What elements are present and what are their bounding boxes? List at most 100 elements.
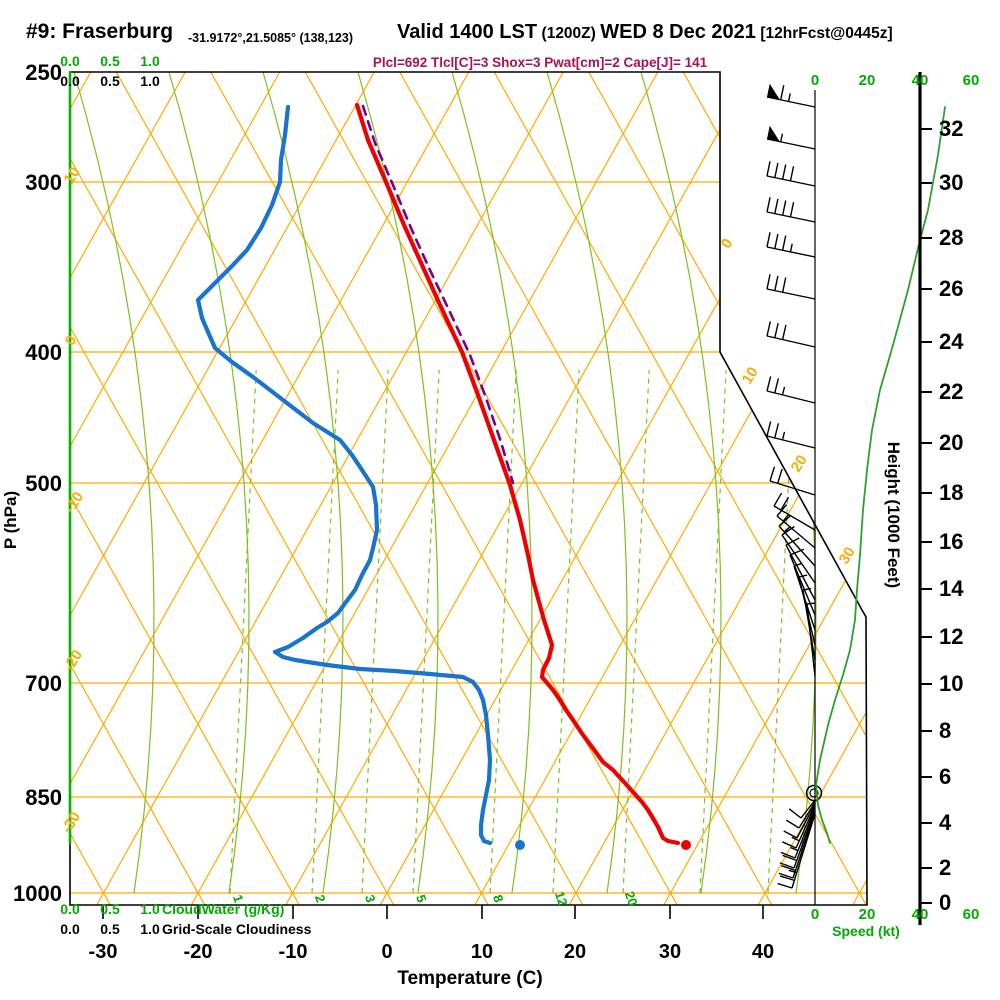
- svg-text:Height (1000 Feet): Height (1000 Feet): [884, 442, 903, 588]
- isobars: [70, 181, 867, 894]
- svg-text:0.5: 0.5: [100, 901, 120, 917]
- svg-text:-10: -10: [279, 941, 308, 963]
- svg-text:6: 6: [939, 764, 951, 789]
- svg-text:10: 10: [61, 164, 84, 187]
- svg-text:40: 40: [912, 906, 929, 923]
- svg-text:1.0: 1.0: [140, 921, 160, 937]
- svg-text:20: 20: [859, 906, 876, 923]
- valid-time-line: Valid 1400 LST (1200Z) WED 8 Dec 2021 [1…: [397, 21, 893, 44]
- svg-text:22: 22: [939, 379, 963, 404]
- svg-text:60: 60: [963, 72, 980, 89]
- svg-text:850: 850: [25, 785, 62, 810]
- svg-text:12: 12: [552, 889, 571, 907]
- mixing-ratio-lines: [229, 369, 795, 894]
- svg-text:-30: -30: [89, 941, 118, 963]
- svg-text:-20: -20: [184, 941, 213, 963]
- svg-text:0.0: 0.0: [60, 901, 80, 917]
- svg-text:10: 10: [739, 364, 762, 387]
- svg-text:10: 10: [471, 941, 493, 963]
- svg-text:3: 3: [362, 893, 379, 905]
- svg-text:32: 32: [939, 116, 963, 141]
- station-coordinates: -31.9172°,21.5085° (138,123): [188, 31, 353, 45]
- svg-text:-20: -20: [60, 647, 86, 674]
- svg-text:1000: 1000: [13, 881, 62, 906]
- svg-text:0.0: 0.0: [60, 921, 80, 937]
- svg-text:16: 16: [939, 529, 963, 554]
- mixing-ratio-labels: 1 2 3 5 8 12 20: [230, 889, 641, 907]
- svg-text:30: 30: [836, 544, 859, 567]
- svg-text:1: 1: [230, 893, 247, 905]
- svg-text:30: 30: [659, 941, 681, 963]
- svg-text:20: 20: [939, 430, 963, 455]
- svg-text:20: 20: [788, 452, 811, 475]
- surface-temp-dot: [681, 840, 691, 850]
- svg-text:2: 2: [312, 893, 329, 905]
- svg-text:24: 24: [939, 329, 964, 354]
- svg-text:0: 0: [811, 72, 819, 89]
- svg-text:0.5: 0.5: [100, 53, 120, 69]
- svg-text:8: 8: [939, 718, 951, 743]
- plot-boundary: [69, 71, 868, 906]
- svg-text:700: 700: [25, 671, 62, 696]
- svg-text:5: 5: [413, 893, 430, 905]
- svg-text:4: 4: [939, 810, 952, 835]
- svg-text:0.0: 0.0: [60, 53, 80, 69]
- svg-text:30: 30: [939, 170, 963, 195]
- svg-text:1.0: 1.0: [140, 901, 160, 917]
- valid-date: WED 8 Dec 2021: [600, 21, 756, 43]
- svg-text:1.0: 1.0: [140, 53, 160, 69]
- svg-text:12: 12: [939, 624, 963, 649]
- svg-text:40: 40: [752, 941, 774, 963]
- svg-text:0: 0: [381, 941, 392, 963]
- svg-text:8: 8: [490, 893, 507, 905]
- svg-text:40: 40: [912, 72, 929, 89]
- wind-speed-profile: [815, 106, 946, 844]
- svg-text:28: 28: [939, 225, 963, 250]
- station-title: #9: Fraserburg: [26, 20, 174, 43]
- svg-text:20: 20: [622, 889, 641, 907]
- svg-text:2: 2: [939, 855, 951, 880]
- valid-time: Valid 1400 LST: [397, 21, 538, 43]
- svg-text:Speed (kt): Speed (kt): [832, 923, 900, 939]
- svg-text:500: 500: [25, 471, 62, 496]
- svg-text:60: 60: [963, 906, 980, 923]
- svg-text:0.0: 0.0: [60, 73, 80, 89]
- axis-title-height: Height (1000 Feet): [884, 442, 903, 588]
- svg-text:400: 400: [25, 340, 62, 365]
- svg-text:14: 14: [939, 576, 964, 601]
- stability-parameters: Plcl=692 Tlcl[C]=3 Shox=3 Pwat[cm]=2 Cap…: [372, 55, 708, 70]
- axis-title-temperature: Temperature (C): [397, 968, 542, 989]
- svg-text:10: 10: [939, 671, 963, 696]
- axis-title-pressure: P (hPa): [1, 491, 20, 549]
- dewpoint-curve: [195, 104, 493, 846]
- svg-text:26: 26: [939, 276, 963, 301]
- svg-text:0.5: 0.5: [100, 73, 120, 89]
- svg-text:20: 20: [564, 941, 586, 963]
- valid-zulu: (1200Z): [541, 25, 596, 42]
- svg-text:18: 18: [939, 480, 963, 505]
- surface-dewpoint-dot: [515, 840, 525, 850]
- svg-text:0: 0: [811, 906, 819, 923]
- svg-text:P (hPa): P (hPa): [1, 491, 20, 549]
- svg-text:Grid-Scale Cloudiness: Grid-Scale Cloudiness: [162, 921, 312, 937]
- wind-barbs: [766, 83, 823, 889]
- svg-text:0.5: 0.5: [100, 921, 120, 937]
- svg-text:1.0: 1.0: [140, 73, 160, 89]
- svg-text:20: 20: [859, 72, 876, 89]
- speed-axis-labels: 0 0 20 20 40 40 60 60 Speed (kt): [811, 72, 980, 939]
- svg-text:300: 300: [25, 170, 62, 195]
- station-circle: [805, 784, 823, 802]
- pressure-labels: 250 300 400 500 700 850 1000: [13, 60, 62, 906]
- svg-text:250: 250: [25, 60, 62, 85]
- svg-text:CloudWater (g/Kg): CloudWater (g/Kg): [162, 901, 284, 917]
- temperature-axis-labels: -30 -20 -10 0 10 20 30 40: [89, 905, 774, 963]
- svg-text:Temperature (C): Temperature (C): [397, 968, 542, 989]
- temperature-curve: [354, 102, 681, 846]
- virtual-temperature-curve: [361, 104, 515, 485]
- cloud-scale-labels: 0.00.00.00.00.50.50.50.51.01.01.01.0Clou…: [60, 53, 311, 937]
- svg-text:-30: -30: [58, 809, 84, 836]
- svg-text:-10: -10: [61, 489, 87, 516]
